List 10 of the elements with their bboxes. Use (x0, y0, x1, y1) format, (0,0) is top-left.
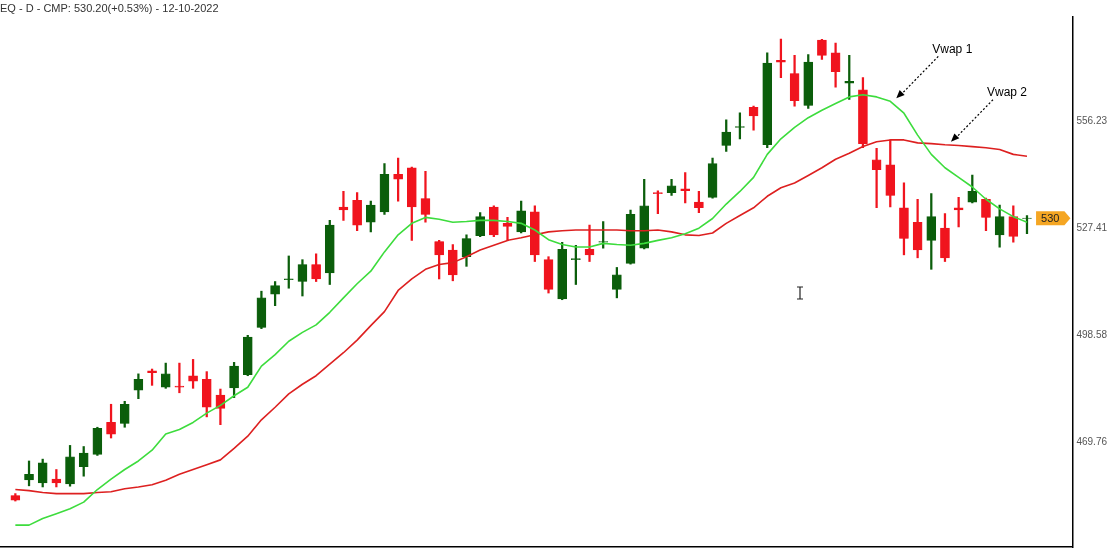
text: Vwap 1 (932, 41, 973, 56)
y-tick-label: 469.76 (1076, 435, 1108, 447)
candlestick (653, 190, 663, 215)
y-tick-label: 527.41 (1076, 222, 1108, 234)
candlestick (174, 362, 185, 394)
text: 530 (1041, 211, 1060, 224)
y-tick-label: 556.23 (1076, 115, 1108, 127)
y-tick-label: 498.58 (1076, 329, 1108, 341)
text: Vwap 2 (986, 85, 1028, 100)
chart-title: EQ - D - CMP: 530.20(+0.53%) - 12-10-2022 (0, 1, 219, 14)
